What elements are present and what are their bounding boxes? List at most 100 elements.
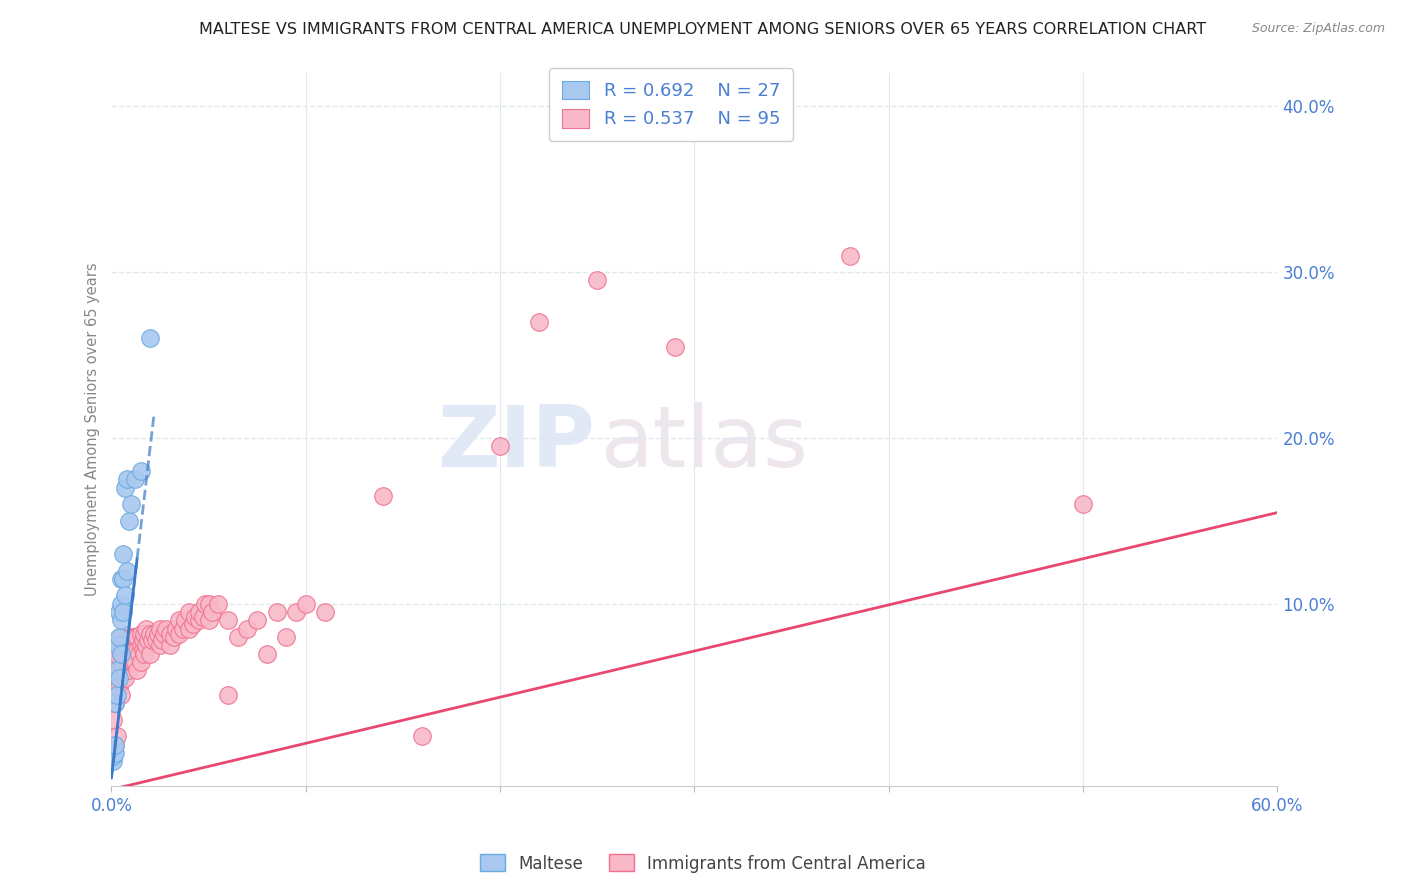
Point (191, 610, 214, 624)
Point (108, 680, 131, 694)
Y-axis label: Unemployment Among Seniors over 65 years: Unemployment Among Seniors over 65 years (86, 263, 100, 597)
Point (105, 688, 128, 702)
Point (179, 622, 201, 636)
Point (129, 655, 152, 669)
Point (120, 647, 142, 661)
Point (105, 638, 128, 652)
Point (110, 572, 132, 586)
Point (105, 663, 128, 677)
Point (139, 331, 162, 345)
Point (159, 638, 181, 652)
Point (118, 638, 141, 652)
Point (165, 622, 187, 636)
Point (114, 672, 136, 686)
Point (104, 696, 127, 710)
Point (838, 249, 860, 263)
Point (110, 663, 132, 677)
Point (489, 439, 512, 453)
Point (162, 630, 184, 644)
Text: MALTESE VS IMMIGRANTS FROM CENTRAL AMERICA UNEMPLOYMENT AMONG SENIORS OVER 65 YE: MALTESE VS IMMIGRANTS FROM CENTRAL AMERI… (200, 22, 1206, 37)
Point (120, 497, 142, 511)
Point (121, 655, 143, 669)
Point (103, 672, 125, 686)
Point (110, 647, 132, 661)
Point (266, 605, 288, 619)
Point (226, 630, 249, 644)
Point (664, 340, 686, 354)
Point (184, 610, 207, 624)
Point (143, 626, 166, 640)
Text: ZIP: ZIP (437, 402, 595, 485)
Point (125, 630, 148, 644)
Point (129, 626, 152, 640)
Point (120, 655, 142, 669)
Point (149, 638, 172, 652)
Point (207, 597, 229, 611)
Point (112, 572, 135, 586)
Point (411, 730, 433, 744)
Point (112, 663, 135, 677)
Point (256, 647, 278, 661)
Point (169, 626, 191, 640)
Point (236, 622, 259, 636)
Point (373, 489, 395, 503)
Point (112, 547, 135, 561)
Point (110, 647, 132, 661)
Point (139, 626, 162, 640)
Point (149, 622, 172, 636)
Point (134, 626, 156, 640)
Point (103, 754, 125, 768)
Point (131, 643, 153, 657)
Point (201, 605, 224, 619)
Point (197, 597, 219, 611)
Point (124, 630, 146, 644)
Point (285, 605, 308, 619)
Point (135, 622, 157, 636)
Point (114, 481, 136, 495)
Point (118, 663, 141, 677)
Point (110, 613, 132, 627)
Point (108, 638, 131, 652)
Point (104, 696, 127, 710)
Point (172, 622, 194, 636)
Point (114, 647, 136, 661)
Point (124, 472, 146, 486)
Point (138, 633, 160, 648)
Point (105, 647, 128, 661)
Point (314, 605, 336, 619)
Point (112, 638, 135, 652)
Point (108, 605, 131, 619)
Point (110, 597, 132, 611)
Point (110, 688, 132, 702)
Point (104, 738, 127, 752)
Point (141, 633, 163, 648)
Point (187, 613, 209, 627)
Point (115, 564, 138, 578)
Point (120, 630, 142, 644)
Point (105, 730, 128, 744)
Point (217, 613, 239, 627)
Point (145, 633, 167, 648)
Point (124, 655, 146, 669)
Point (586, 273, 609, 287)
Point (103, 749, 125, 764)
Point (187, 605, 209, 619)
Point (129, 638, 152, 652)
Point (108, 663, 131, 677)
Point (294, 597, 316, 611)
Point (159, 626, 181, 640)
Point (134, 647, 156, 661)
Text: Source: ZipAtlas.com: Source: ZipAtlas.com (1251, 22, 1385, 36)
Point (104, 738, 127, 752)
Point (246, 613, 269, 627)
Point (121, 638, 143, 652)
Point (118, 514, 141, 528)
Point (153, 626, 176, 640)
Point (112, 605, 135, 619)
Point (108, 630, 131, 644)
Point (131, 633, 153, 648)
Point (179, 605, 201, 619)
Legend: Maltese, Immigrants from Central America: Maltese, Immigrants from Central America (474, 847, 932, 880)
Text: atlas: atlas (602, 402, 808, 485)
Point (125, 643, 148, 657)
